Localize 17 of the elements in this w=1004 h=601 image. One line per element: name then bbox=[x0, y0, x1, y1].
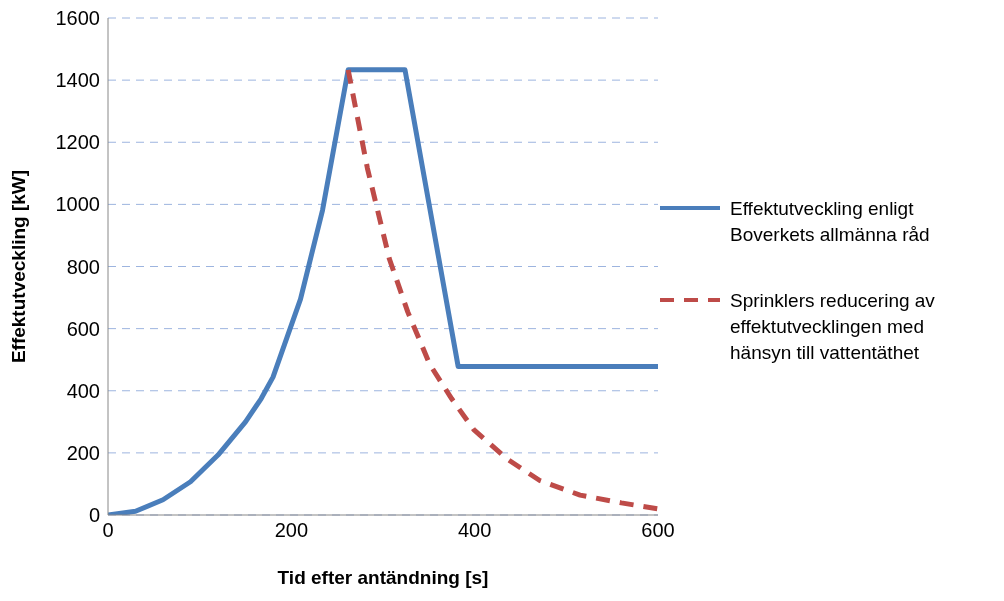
y-tick-label: 200 bbox=[66, 441, 100, 464]
legend-label: Effektutveckling enligt Boverkets allmänna råd bbox=[730, 196, 931, 247]
x-axis-title: Tid efter antändning [s] bbox=[277, 567, 489, 589]
y-tick-label: 1600 bbox=[55, 7, 100, 30]
x-tick-label: 600 bbox=[641, 519, 675, 542]
y-tick-label: 800 bbox=[66, 255, 100, 278]
y-axis-title: Effektutveckling [kW] bbox=[7, 169, 29, 364]
x-tick-label: 400 bbox=[457, 519, 492, 542]
y-tick-label: 600 bbox=[66, 317, 100, 340]
y-tick-label: 1200 bbox=[55, 131, 100, 154]
y-tick-label: 1000 bbox=[55, 193, 100, 216]
y-tick-label: 400 bbox=[66, 379, 100, 402]
y-tick-label: 1400 bbox=[55, 69, 100, 92]
x-tick-label: 0 bbox=[102, 519, 114, 542]
legend-label: Sprinklers reducering av effektutvecklingen med hänsyn till vattentäthet bbox=[730, 288, 936, 365]
x-tick-label: 200 bbox=[274, 519, 309, 542]
y-tick-label: 0 bbox=[88, 504, 100, 527]
